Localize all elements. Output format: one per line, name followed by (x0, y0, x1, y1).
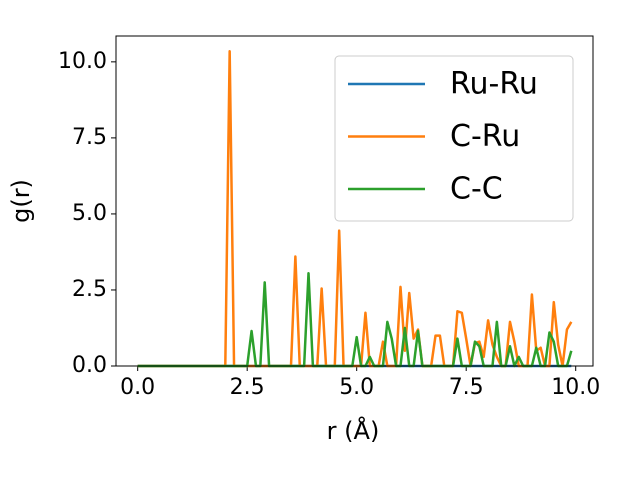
y-tick-label: 7.5 (72, 125, 107, 150)
legend-label: C-Ru (450, 119, 520, 154)
legend-label: Ru-Ru (450, 67, 538, 102)
legend: Ru-Ru C-Ru C-C (334, 55, 574, 222)
legend-box (334, 55, 574, 222)
y-tick-label: 5.0 (72, 201, 107, 226)
x-axis-label: r (Å) (327, 416, 380, 445)
x-tick-label: 5.0 (339, 375, 374, 400)
x-tick-label: 10.0 (551, 375, 600, 400)
y-tick-label: 10.0 (58, 49, 107, 74)
y-tick-label: 2.5 (72, 277, 107, 302)
x-tick-label: 2.5 (230, 375, 265, 400)
y-tick-label: 0.0 (72, 353, 107, 378)
x-tick-label: 0.0 (120, 375, 155, 400)
x-tick-label: 7.5 (449, 375, 484, 400)
legend-label: C-C (450, 172, 503, 207)
axes-frame (115, 35, 594, 367)
y-axis-label: g(r) (7, 179, 35, 223)
